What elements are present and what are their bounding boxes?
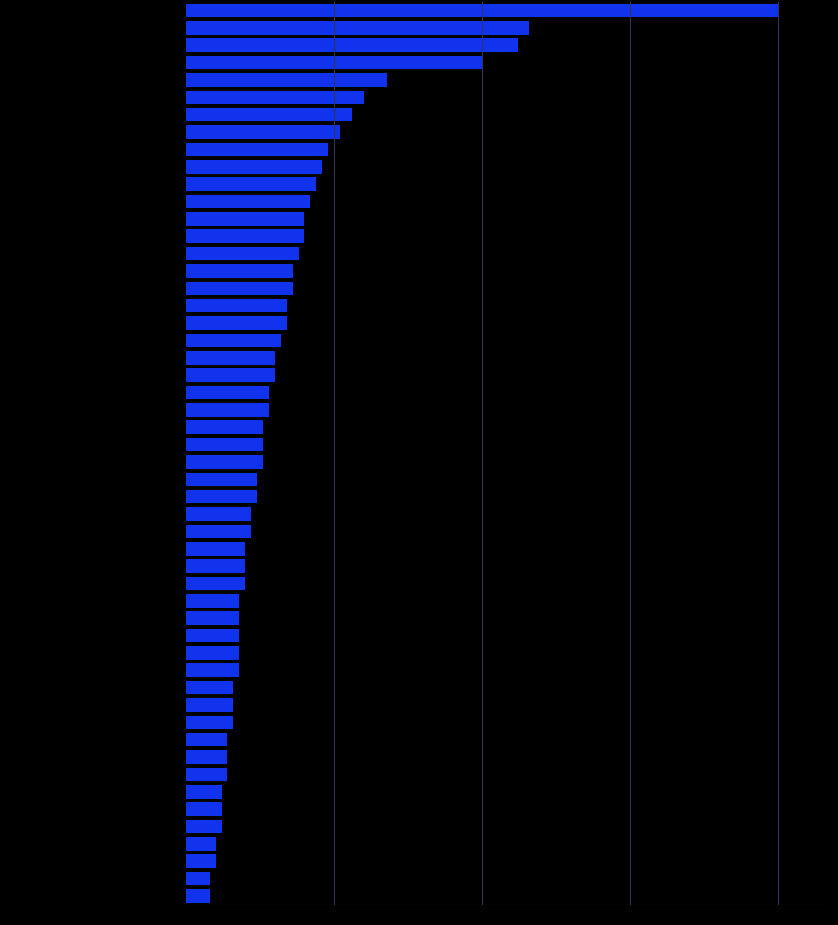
Bar — [186, 663, 240, 677]
Bar — [186, 855, 215, 868]
Bar — [186, 889, 210, 903]
Bar — [186, 524, 251, 538]
Bar — [186, 39, 518, 52]
Bar — [186, 265, 292, 277]
Bar — [186, 386, 269, 400]
Bar — [186, 21, 530, 34]
Bar — [186, 351, 275, 364]
Bar — [186, 594, 240, 608]
Bar — [186, 334, 281, 347]
Bar — [186, 490, 257, 503]
Bar — [186, 73, 387, 87]
Bar — [186, 212, 304, 226]
Bar — [186, 716, 234, 729]
Bar — [186, 91, 364, 105]
Bar — [186, 611, 240, 625]
Bar — [186, 108, 352, 121]
Bar — [186, 178, 316, 191]
Bar — [186, 4, 778, 18]
Bar — [186, 733, 227, 746]
Bar — [186, 785, 221, 798]
Bar — [186, 142, 328, 156]
Bar — [186, 629, 240, 642]
Bar — [186, 576, 246, 590]
Bar — [186, 647, 240, 660]
Bar — [186, 802, 221, 816]
Bar — [186, 837, 215, 851]
Bar — [186, 473, 257, 486]
Bar — [186, 160, 322, 174]
Bar — [186, 229, 304, 243]
Bar — [186, 195, 310, 208]
Bar — [186, 750, 227, 764]
Bar — [186, 455, 263, 469]
Bar — [186, 681, 234, 695]
Bar — [186, 299, 287, 313]
Bar — [186, 507, 251, 521]
Bar — [186, 368, 275, 382]
Bar — [186, 542, 246, 556]
Bar — [186, 421, 263, 434]
Bar — [186, 316, 287, 330]
Bar — [186, 872, 210, 885]
Bar — [186, 56, 482, 69]
Bar — [186, 768, 227, 782]
Bar — [186, 403, 269, 416]
Bar — [186, 281, 292, 295]
Bar — [186, 698, 234, 711]
Bar — [186, 438, 263, 451]
Bar — [186, 820, 221, 833]
Bar — [186, 247, 298, 260]
Bar — [186, 125, 340, 139]
Bar — [186, 560, 246, 573]
